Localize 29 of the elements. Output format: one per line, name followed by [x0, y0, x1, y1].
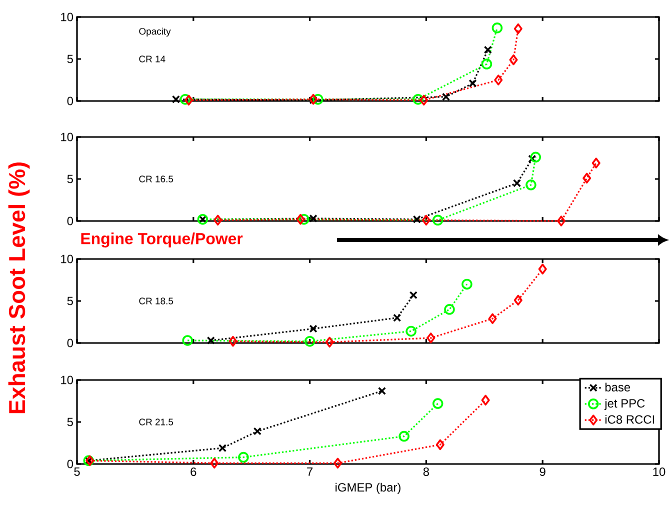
legend-label: base — [605, 382, 630, 392]
y-tick-label: 10 — [61, 254, 74, 264]
annotation: CR 21.5 — [139, 418, 174, 426]
y-axis-title: Exhaust Soot Level (%) — [8, 162, 30, 414]
x-tick-label: 9 — [540, 468, 546, 476]
x-tick-label: 7 — [307, 468, 313, 476]
y-tick-label: 10 — [61, 132, 74, 142]
y-tick-label: 5 — [67, 296, 73, 306]
x-tick-label: 5 — [74, 468, 80, 476]
legend-label: jet PPC — [604, 398, 645, 410]
y-tick-label: 0 — [67, 96, 74, 106]
legend-label: iC8 RCCI — [605, 414, 654, 424]
y-tick-label: 0 — [67, 338, 74, 348]
x-tick-label: 6 — [190, 468, 196, 476]
y-tick-label: 10 — [61, 376, 74, 384]
y-tick-label: 0 — [67, 216, 74, 226]
text: Engine Torque/Power — [81, 232, 243, 248]
y-tick-label: 5 — [67, 174, 73, 184]
annotation: CR 18.5 — [139, 298, 174, 304]
annotation: CR 16.5 — [139, 176, 174, 182]
y-tick-label: 5 — [67, 54, 73, 64]
annotation: CR 14 — [139, 56, 166, 62]
x-axis-title: iGMEP (bar) — [336, 482, 400, 494]
y-tick-label: 5 — [67, 418, 73, 426]
y-tick-label: 10 — [61, 12, 74, 22]
y-tick-label: 0 — [67, 460, 74, 468]
x-tick-label: 10 — [653, 468, 666, 476]
x-tick-label: 8 — [423, 468, 429, 476]
annotation: Opacity — [139, 28, 171, 37]
